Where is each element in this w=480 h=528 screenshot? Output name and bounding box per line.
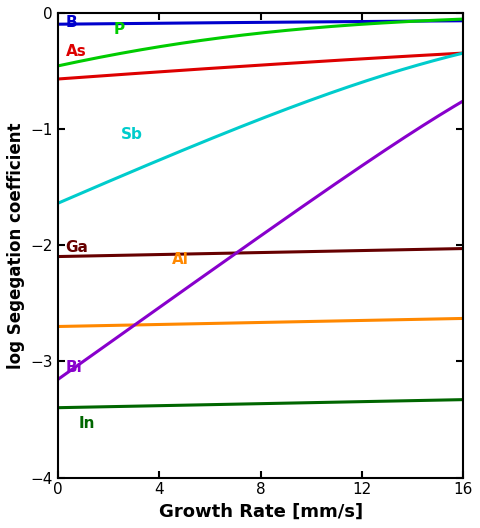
Text: B: B xyxy=(65,15,77,30)
Text: In: In xyxy=(78,416,95,430)
Text: Ga: Ga xyxy=(65,240,88,255)
Text: As: As xyxy=(65,44,86,59)
Text: Sb: Sb xyxy=(121,127,143,143)
Text: P: P xyxy=(114,22,125,37)
Text: Al: Al xyxy=(172,252,189,267)
Y-axis label: log Segegation coefficient: log Segegation coefficient xyxy=(7,122,25,369)
X-axis label: Growth Rate [mm/s]: Growth Rate [mm/s] xyxy=(158,503,363,521)
Text: Bi: Bi xyxy=(65,360,82,375)
